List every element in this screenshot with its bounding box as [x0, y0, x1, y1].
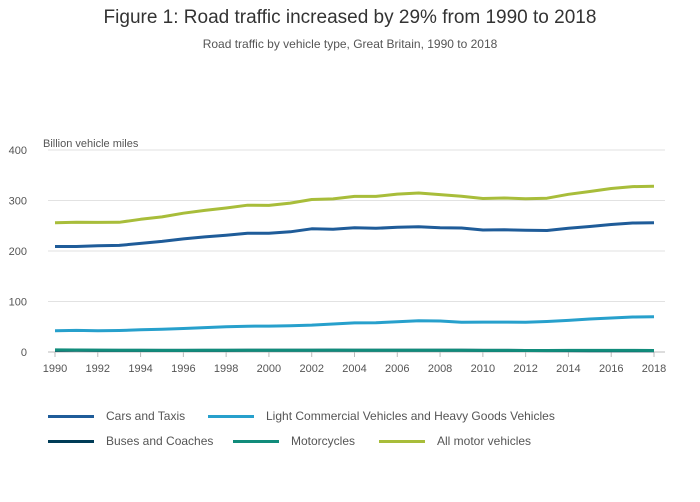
legend-item[interactable]: Cars and Taxis [48, 409, 185, 423]
x-tick-label: 1994 [128, 363, 152, 375]
series-line-light-commercial-vehicles-and-heavy-goods-vehicles [54, 315, 655, 333]
legend-item[interactable]: Light Commercial Vehicles and Heavy Good… [208, 409, 555, 423]
x-tick-label: 2012 [513, 363, 537, 375]
y-tick-label: 200 [9, 246, 27, 258]
x-tick-label: 1992 [86, 363, 110, 375]
legend-label: Motorcycles [291, 434, 356, 448]
x-tick-label: 2016 [599, 363, 623, 375]
y-tick-label: 0 [21, 347, 27, 359]
legend-swatch [379, 439, 425, 443]
series-line-motorcycles [54, 348, 655, 352]
x-tick-label: 2010 [471, 363, 495, 375]
y-tick-label: 100 [9, 297, 27, 309]
legend-label: Light Commercial Vehicles and Heavy Good… [266, 409, 555, 423]
x-tick-label: 1996 [171, 363, 195, 375]
series-line-all-motor-vehicles [54, 184, 655, 225]
y-axis-label: Billion vehicle miles [43, 138, 139, 150]
x-tick-label: 2004 [342, 363, 366, 375]
legend-label: Buses and Coaches [106, 434, 214, 448]
x-tick-label: 1998 [214, 363, 238, 375]
x-tick-label: 2008 [428, 363, 452, 375]
x-tick-label: 2014 [556, 363, 580, 375]
legend-label: All motor vehicles [437, 434, 532, 448]
legend-item[interactable]: All motor vehicles [379, 434, 531, 448]
x-tick-label: 2006 [385, 363, 409, 375]
legend-item[interactable]: Motorcycles [233, 434, 355, 448]
chart-title: Figure 1: Road traffic increased by 29% … [103, 7, 597, 28]
x-tick-label: 2002 [299, 363, 323, 375]
legend-swatch [48, 439, 94, 443]
legend-swatch [208, 414, 254, 418]
legend-label: Cars and Taxis [106, 409, 186, 423]
series-line-cars-and-taxis [55, 221, 655, 248]
legend-item[interactable]: Buses and Coaches [48, 434, 213, 448]
y-tick-label: 300 [9, 196, 27, 208]
chart-subtitle: Road traffic by vehicle type, Great Brit… [202, 37, 498, 51]
x-tick-label: 2000 [257, 363, 281, 375]
legend-swatch [233, 439, 279, 443]
x-tick-label: 2018 [642, 363, 666, 375]
y-tick-label: 400 [9, 145, 27, 157]
legend-swatch [48, 414, 94, 418]
x-tick-label: 1990 [43, 363, 67, 375]
